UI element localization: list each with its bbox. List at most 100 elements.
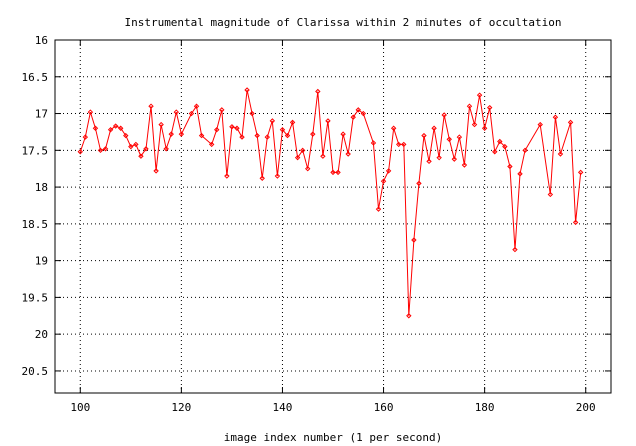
data-point [512,246,518,253]
y-tick-label: 16 [35,34,48,47]
data-point [492,149,498,155]
data-point [552,114,559,120]
series-layer [79,89,582,316]
data-point [158,121,164,128]
data-point [567,119,574,126]
data-point [330,169,336,176]
x-tick-label: 160 [374,401,394,414]
data-point [143,146,149,152]
data-point [102,146,109,152]
data-point [198,132,205,139]
data-point [97,147,104,154]
data-point [118,125,124,131]
y-tick-label: 18 [35,181,48,194]
data-point [289,119,296,126]
data-point [466,103,473,109]
data-point [476,92,483,98]
x-tick-label: 180 [475,401,495,414]
ticks: 16 16.5 17 17.5 18 18.5 19 19.5 20 20.5 100 120 140 1… [22,34,611,414]
data-point [269,118,276,124]
x-tick-label: 140 [273,401,293,414]
x-tick-label: 200 [576,401,596,414]
data-point [219,107,225,113]
data-point [224,173,230,179]
x-tick-label: 120 [171,401,191,414]
data-point [557,151,564,157]
data-point [537,121,543,128]
data-point [340,131,346,137]
data-point [375,206,382,212]
axes [54,39,612,394]
data-point [259,175,265,181]
data-point [229,124,235,130]
data-point [426,158,432,165]
series-line [79,89,582,316]
data-point [517,171,523,177]
data-point [123,132,129,139]
y-tick-label: 17.5 [22,144,49,157]
data-point [107,127,114,133]
y-tick-label: 17 [35,108,48,121]
data-point [577,169,584,176]
data-point [82,134,89,140]
data-point [310,131,316,137]
data-point [335,169,341,176]
data-point [284,132,291,139]
data-point [471,121,478,128]
data-point [436,154,442,161]
data-point [173,109,180,115]
data-point [502,143,508,150]
data-point [355,107,361,113]
data-point [254,132,260,139]
data-point [416,180,422,187]
data-point [401,141,407,148]
data-point [87,109,94,115]
data-point [138,153,144,159]
data-point [547,191,554,198]
data-point [168,131,174,137]
x-axis-label: image index number (1 per second) [224,431,443,444]
data-point [305,165,311,172]
data-point [244,87,250,93]
data-point [294,154,301,161]
plot-frame [54,39,612,394]
data-point [214,127,220,133]
data-point [456,134,463,140]
data-point [390,125,397,131]
data-point [451,156,458,162]
y-tick-label: 19.5 [22,291,49,304]
y-tick-label: 20 [35,328,48,341]
data-point [148,103,154,109]
data-point [396,141,402,148]
data-point [320,153,326,159]
data-point [249,110,255,117]
data-point [193,103,200,109]
data-point [421,132,427,139]
data-point [411,237,417,243]
data-point [264,134,270,140]
data-point [188,110,195,117]
markers [77,87,584,319]
data-point [507,163,513,170]
data-point [279,127,286,133]
y-tick-label: 19 [35,255,48,268]
data-point [431,125,437,131]
data-point [128,143,134,150]
data-point [406,313,412,319]
data-point [441,112,447,118]
data-point [325,118,331,124]
data-point [481,125,488,131]
data-point [350,114,356,120]
data-point [370,140,377,146]
data-point [234,125,240,131]
data-point [178,131,185,137]
data-point [92,125,99,131]
data-point [345,151,351,157]
data-point [112,123,119,129]
y-tick-label: 20.5 [22,365,49,378]
data-point [522,147,528,154]
grid [55,39,611,393]
data-point [486,104,493,111]
data-point [133,141,139,148]
